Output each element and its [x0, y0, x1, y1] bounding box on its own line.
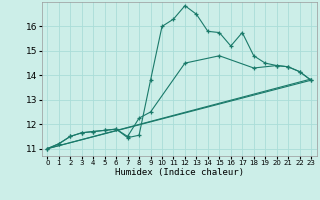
X-axis label: Humidex (Indice chaleur): Humidex (Indice chaleur) — [115, 168, 244, 177]
